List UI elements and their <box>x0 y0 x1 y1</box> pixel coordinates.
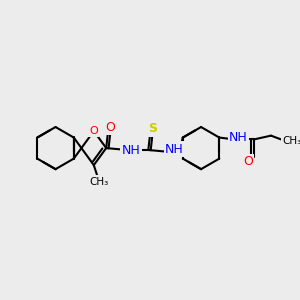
Text: NH: NH <box>165 142 184 155</box>
Text: CH₃: CH₃ <box>282 136 300 146</box>
Text: O: O <box>89 126 98 136</box>
Text: CH₃: CH₃ <box>89 176 109 187</box>
Text: NH: NH <box>229 131 248 144</box>
Text: O: O <box>105 121 115 134</box>
Text: NH: NH <box>122 143 140 157</box>
Text: S: S <box>148 122 157 135</box>
Text: O: O <box>243 155 253 168</box>
